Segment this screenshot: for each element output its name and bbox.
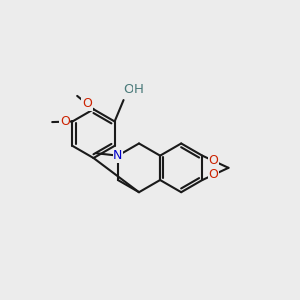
Text: O: O [208,168,218,182]
Text: O: O [60,115,70,128]
Text: O: O [208,154,218,167]
Text: O: O [124,83,134,96]
Text: O: O [82,98,92,110]
Text: H: H [134,83,144,96]
Text: N: N [113,149,123,162]
